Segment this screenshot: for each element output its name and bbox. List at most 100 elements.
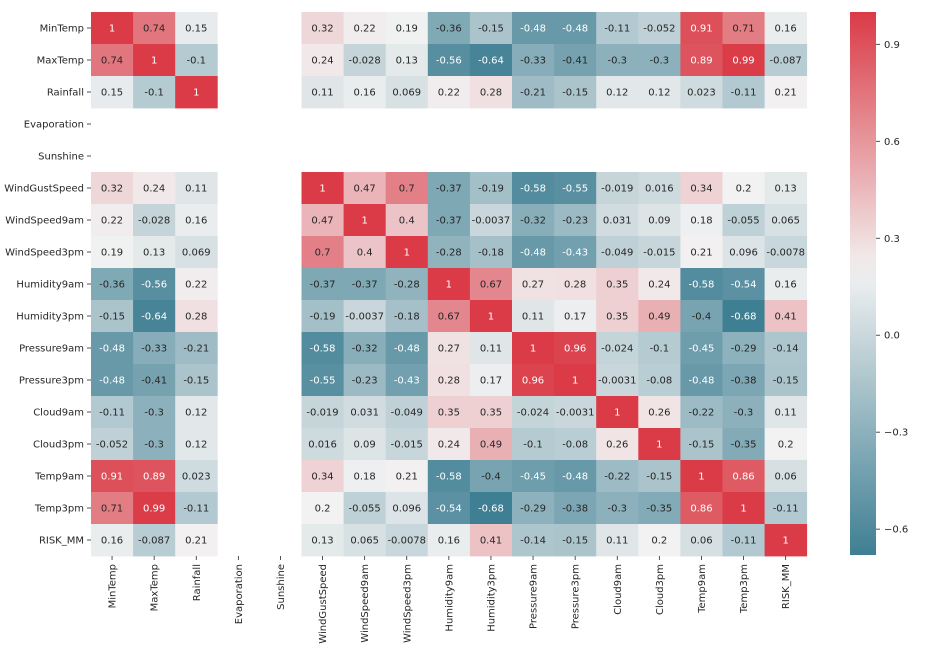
heatmap-cell	[301, 12, 344, 45]
cell-value-label: 0.11	[606, 536, 628, 547]
heatmap-cell	[554, 460, 597, 493]
heatmap-cell	[512, 492, 555, 525]
heatmap-cell	[764, 76, 808, 109]
cell-value-label: -0.15	[689, 440, 715, 451]
heatmap-cell	[469, 524, 513, 557]
heatmap-cell	[638, 396, 681, 429]
cell-value-label: -0.14	[773, 344, 799, 355]
cell-value-label: -0.37	[310, 280, 336, 291]
heatmap-cell	[554, 300, 597, 333]
heatmap-cell	[91, 204, 134, 237]
heatmap-cell	[385, 44, 429, 77]
cell-value-label: 0.16	[101, 536, 123, 547]
cell-value-label: 0.19	[101, 248, 123, 259]
heatmap-cell	[638, 12, 681, 45]
cell-value-label: 0.89	[690, 56, 712, 67]
heatmap-cell	[680, 44, 723, 77]
cell-value-label: -0.43	[394, 376, 420, 387]
heatmap-cell	[554, 428, 597, 461]
heatmap-cell	[175, 428, 218, 461]
heatmap-cell	[133, 396, 176, 429]
x-tick-label: Sunshine	[276, 564, 287, 610]
cell-value-label: -0.15	[562, 88, 588, 99]
cell-value-label: -0.32	[352, 344, 378, 355]
cell-value-label: 1	[488, 312, 494, 323]
heatmap-cell	[469, 44, 513, 77]
cell-value-label: -0.48	[520, 24, 546, 35]
heatmap-cell	[91, 12, 134, 45]
heatmap-cell	[301, 76, 344, 109]
cell-value-label: -0.58	[520, 184, 546, 195]
cell-value-label: 0.27	[438, 344, 460, 355]
cell-value-label: 0.71	[732, 24, 754, 35]
heatmap-cell	[301, 268, 344, 301]
x-tick-labels: MinTemp MaxTemp Rainfall Evaporation Sunshin…	[108, 556, 792, 644]
heatmap-cell	[764, 428, 808, 461]
x-tick-label: RISK_MM	[781, 564, 792, 609]
heatmap-cells: 1 0.74 0.15 0.32 0.22 0.19 -0.36 -0.15 -0.48 -0.4…	[91, 12, 808, 557]
cell-value-label: 0.096	[392, 504, 421, 515]
cell-value-label: -0.0078	[766, 248, 805, 259]
cell-value-label: -0.37	[436, 184, 462, 195]
cell-value-label: 0.2	[651, 536, 667, 547]
heatmap-cell	[469, 76, 513, 109]
cell-value-label: -0.23	[562, 216, 588, 227]
heatmap-cell	[554, 44, 597, 77]
cell-value-label: -0.37	[436, 216, 462, 227]
cell-value-label: 0.24	[143, 184, 165, 195]
heatmap-cell	[512, 364, 555, 397]
cell-value-label: -0.11	[99, 408, 125, 419]
heatmap-cell	[427, 332, 471, 365]
heatmap-cell	[512, 524, 555, 557]
cell-value-label: -0.43	[562, 248, 588, 259]
y-tick-label: RISK_MM	[39, 536, 84, 547]
x-tick-label: WindSpeed3pm	[402, 564, 413, 643]
cell-value-label: -0.0037	[472, 216, 511, 227]
heatmap-cell	[554, 236, 597, 269]
heatmap-cell	[638, 44, 681, 77]
cell-value-label: -0.19	[478, 184, 504, 195]
heatmap-cell	[638, 268, 681, 301]
heatmap-cell	[91, 524, 134, 557]
heatmap-cell	[764, 364, 808, 397]
cell-value-label: 0.06	[775, 472, 797, 483]
heatmap-cell	[427, 364, 471, 397]
heatmap-cell	[343, 396, 387, 429]
cell-value-label: 1	[193, 88, 199, 99]
heatmap-cell	[343, 268, 387, 301]
heatmap-cell	[301, 236, 344, 269]
cell-value-label: -0.58	[689, 280, 715, 291]
cell-value-label: 0.13	[396, 56, 418, 67]
cell-value-label: -0.049	[601, 248, 633, 259]
heatmap-cell	[91, 396, 134, 429]
cell-value-label: -0.024	[601, 344, 633, 355]
cell-value-label: 0.22	[185, 280, 207, 291]
heatmap-cell	[554, 172, 597, 205]
heatmap-cell	[343, 332, 387, 365]
cell-value-label: -0.015	[643, 248, 675, 259]
cell-value-label: -0.33	[520, 56, 546, 67]
heatmap-cell	[133, 524, 176, 557]
heatmap-cell	[764, 396, 808, 429]
cell-value-label: 0.22	[354, 24, 376, 35]
heatmap-cell	[385, 204, 429, 237]
cell-value-label: -0.45	[520, 472, 546, 483]
heatmap-cell	[469, 396, 513, 429]
heatmap-cell	[301, 44, 344, 77]
cell-value-label: -0.32	[520, 216, 546, 227]
cell-value-label: -0.23	[352, 376, 378, 387]
cell-value-label: 0.16	[185, 216, 207, 227]
heatmap-cell	[596, 172, 639, 205]
cell-value-label: 0.12	[648, 88, 670, 99]
cell-value-label: 0.17	[480, 376, 502, 387]
cell-value-label: -0.3	[734, 408, 754, 419]
cell-value-label: 0.16	[354, 88, 376, 99]
heatmap-cell	[91, 364, 134, 397]
heatmap-cell	[301, 396, 344, 429]
cell-value-label: -0.64	[478, 56, 504, 67]
heatmap-cell	[301, 332, 344, 365]
heatmap-cell	[385, 236, 429, 269]
heatmap-cell	[469, 364, 513, 397]
cell-value-label: 0.86	[690, 504, 712, 515]
heatmap-cell	[596, 396, 639, 429]
